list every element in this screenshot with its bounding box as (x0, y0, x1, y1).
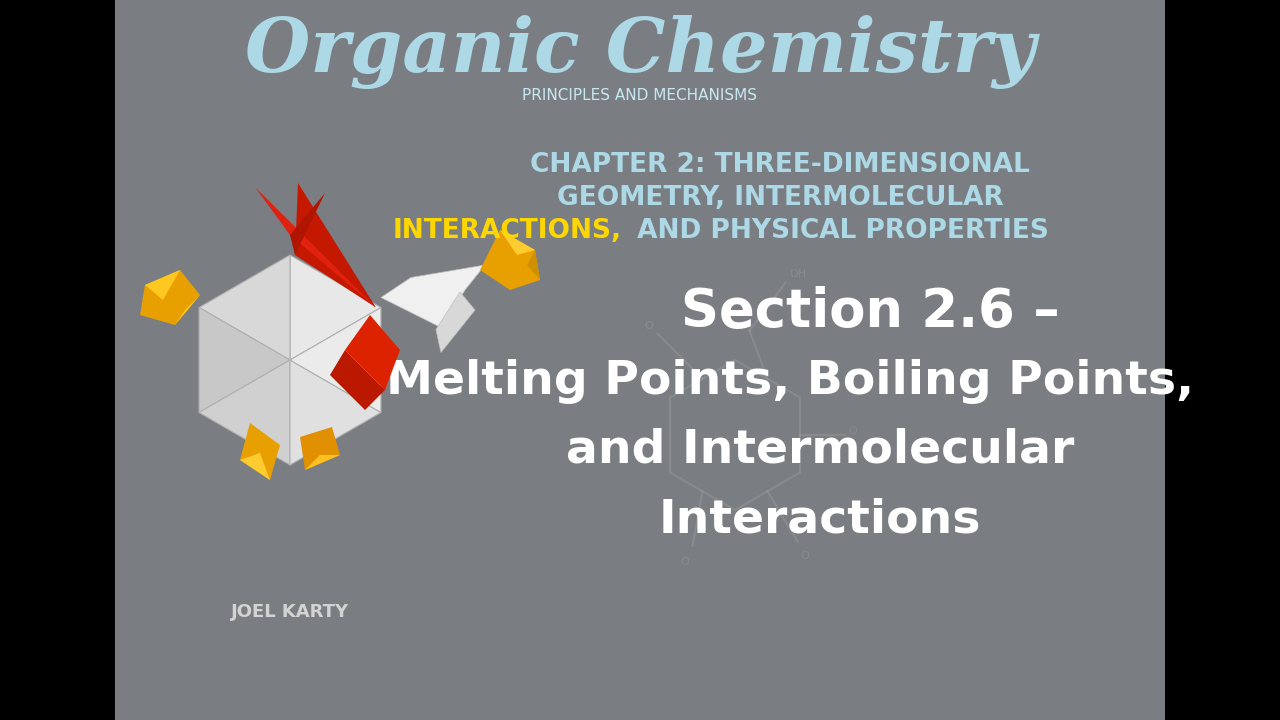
Text: O: O (645, 320, 653, 330)
Text: AND PHYSICAL PROPERTIES: AND PHYSICAL PROPERTIES (628, 218, 1048, 244)
Text: OH: OH (790, 269, 806, 279)
Text: PRINCIPLES AND MECHANISMS: PRINCIPLES AND MECHANISMS (522, 89, 758, 104)
Polygon shape (145, 270, 180, 300)
Polygon shape (436, 292, 475, 353)
Polygon shape (200, 307, 291, 413)
Polygon shape (294, 183, 376, 307)
Polygon shape (291, 360, 381, 465)
Polygon shape (241, 423, 280, 480)
Polygon shape (291, 255, 381, 360)
Text: INTERACTIONS,: INTERACTIONS, (393, 218, 622, 244)
Text: Interactions: Interactions (659, 498, 982, 542)
Text: Melting Points, Boiling Points,: Melting Points, Boiling Points, (387, 359, 1194, 405)
Polygon shape (300, 427, 340, 470)
Text: and Intermolecular: and Intermolecular (566, 428, 1074, 472)
Text: Organic Chemistry: Organic Chemistry (244, 15, 1036, 89)
Polygon shape (330, 350, 385, 410)
Text: CHAPTER 2: THREE-DIMENSIONAL: CHAPTER 2: THREE-DIMENSIONAL (530, 152, 1030, 178)
Polygon shape (140, 270, 200, 325)
Polygon shape (480, 230, 540, 290)
Polygon shape (527, 250, 540, 280)
Text: O: O (681, 557, 689, 567)
Polygon shape (346, 315, 399, 390)
Polygon shape (381, 265, 485, 328)
Text: O: O (800, 552, 809, 562)
Polygon shape (175, 295, 200, 325)
Polygon shape (241, 453, 270, 480)
Text: GEOMETRY, INTERMOLECULAR: GEOMETRY, INTERMOLECULAR (557, 185, 1004, 211)
Polygon shape (500, 230, 535, 255)
Text: O: O (847, 426, 856, 436)
Text: Section 2.6 –: Section 2.6 – (681, 286, 1060, 338)
Text: JOEL KARTY: JOEL KARTY (230, 603, 349, 621)
Polygon shape (200, 255, 291, 360)
Polygon shape (305, 455, 340, 470)
Polygon shape (255, 187, 376, 307)
Polygon shape (291, 307, 381, 413)
Polygon shape (200, 360, 291, 465)
Polygon shape (291, 193, 325, 255)
